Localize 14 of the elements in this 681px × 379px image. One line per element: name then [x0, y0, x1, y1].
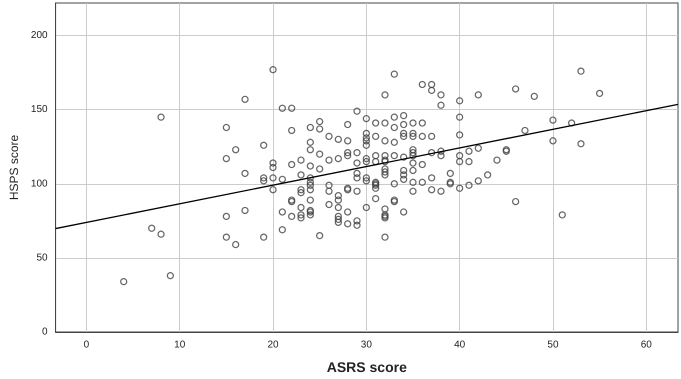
- y-tick-label: 150: [30, 104, 48, 116]
- x-tick-label: 0: [84, 340, 90, 350]
- x-tick-label: 30: [360, 340, 372, 350]
- x-tick-label: 50: [547, 340, 559, 350]
- x-tick-label: 40: [454, 340, 466, 350]
- y-tick-label: 200: [30, 30, 48, 42]
- y-axis-title: HSPS score: [7, 134, 21, 200]
- y-tick-label: 100: [30, 178, 48, 190]
- x-tick-label: 60: [640, 340, 652, 350]
- y-tick-label: 0: [42, 326, 48, 338]
- x-tick-label: 10: [174, 340, 186, 350]
- x-tick-label: 20: [267, 340, 280, 350]
- x-axis-title: ASRS score: [326, 359, 408, 375]
- y-tick-label: 50: [36, 252, 48, 264]
